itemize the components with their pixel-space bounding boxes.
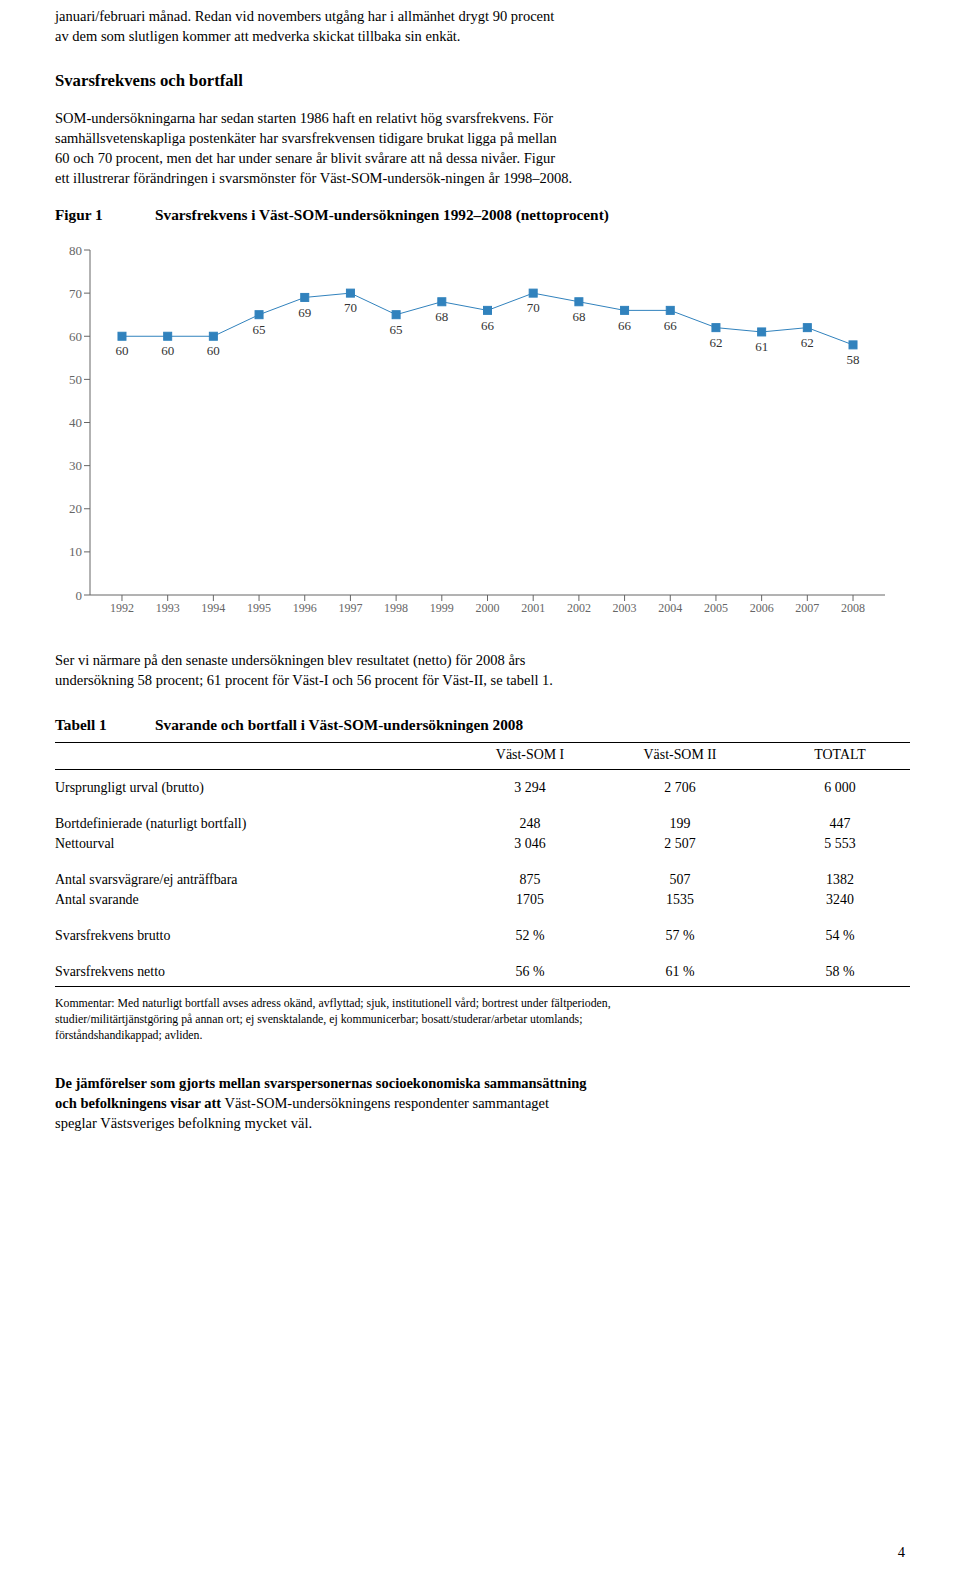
html-text:Svarande och bortfall i Väst-S: Svarande och bortfall i Väst-SOM-undersö… (155, 716, 524, 733)
html-text:875: 875 (519, 872, 541, 887)
html-text:Väst-SOM II: Väst-SOM II (643, 747, 717, 762)
svg-text:1995: 1995 (247, 601, 271, 615)
html-text:speglar Västsveriges befolknin: speglar Västsveriges befolkning mycket v… (55, 1115, 312, 1131)
html-text:SOM-undersökningarna har sedan: SOM-undersökningarna har sedan starten 1… (55, 110, 554, 126)
html-text:samhällsvetenskapliga postenkä: samhällsvetenskapliga postenkäter har sv… (55, 130, 557, 146)
svg-text:58: 58 (847, 352, 860, 367)
svg-text:1996: 1996 (293, 601, 317, 615)
html-text:ett illustrerar förändringen i: ett illustrerar förändringen i svarsmöns… (55, 170, 573, 186)
svg-text:66: 66 (481, 318, 495, 333)
svg-text:69: 69 (298, 305, 311, 320)
svg-text:2008: 2008 (841, 601, 865, 615)
html-text:2 507: 2 507 (664, 836, 696, 851)
html-text:447: 447 (829, 816, 851, 831)
svg-text:70: 70 (69, 286, 82, 301)
html-text:De jämförelser som gjorts mell: De jämförelser som gjorts mellan svarspe… (55, 1075, 587, 1091)
svg-text:65: 65 (253, 322, 266, 337)
svg-text:61: 61 (755, 339, 768, 354)
svg-text:80: 80 (69, 243, 82, 258)
html-text:1535: 1535 (666, 892, 694, 907)
svg-text:1998: 1998 (384, 601, 408, 615)
svg-text:70: 70 (527, 300, 540, 315)
svg-text:65: 65 (390, 322, 403, 337)
html-text:Kommentar: Med naturligt bortf: Kommentar: Med naturligt bortfall avses … (55, 996, 611, 1010)
svg-text:2004: 2004 (658, 601, 682, 615)
svg-text:40: 40 (69, 415, 82, 430)
svg-text:1994: 1994 (201, 601, 225, 615)
svg-text:1999: 1999 (430, 601, 454, 615)
html-text:undersökning 58 procent; 61 pr: undersökning 58 procent; 61 procent för … (55, 672, 553, 688)
html-text:56 %: 56 % (515, 964, 545, 979)
svg-text:50: 50 (69, 372, 82, 387)
html-text:Ursprungligt urval (brutto): Ursprungligt urval (brutto) (55, 780, 204, 795)
svg-text:2003: 2003 (613, 601, 637, 615)
svg-text:68: 68 (435, 309, 448, 324)
svg-text:10: 10 (69, 544, 82, 559)
html-text:60 och 70 procent, men det har: 60 och 70 procent, men det har under sen… (55, 150, 556, 166)
svg-text:62: 62 (709, 335, 722, 350)
html-text:58 %: 58 % (825, 964, 855, 979)
html-text:av dem som slutligen kommer at: av dem som slutligen kommer att medverka… (55, 28, 461, 44)
html-text:1382: 1382 (826, 872, 854, 887)
svg-text:60: 60 (115, 343, 128, 358)
html-text:Väst-SOM I: Väst-SOM I (495, 747, 565, 762)
html-text:studier/militärtjänstgöring på: studier/militärtjänstgöring på annan ort… (55, 1012, 583, 1026)
html-text:3 046: 3 046 (514, 836, 546, 851)
html-text:3240: 3240 (826, 892, 854, 907)
html-text:Ser vi närmare på den senaste: Ser vi närmare på den senaste undersökni… (55, 652, 526, 668)
svg-text:2002: 2002 (567, 601, 591, 615)
svg-text:2001: 2001 (521, 601, 545, 615)
svg-text:30: 30 (69, 458, 82, 473)
html-text:54 %: 54 % (825, 928, 855, 943)
svg-text:1993: 1993 (156, 601, 180, 615)
html-text:förståndshandikappad; avliden.: förståndshandikappad; avliden. (55, 1028, 203, 1042)
svg-text:62: 62 (801, 335, 814, 350)
html-text:Svarsfrekvens i Väst-SOM-under: Svarsfrekvens i Väst-SOM-undersökningen … (155, 206, 609, 223)
html-text:Nettourval: Nettourval (55, 836, 115, 851)
html-text:1705: 1705 (516, 892, 544, 907)
svg-text:0: 0 (76, 588, 83, 603)
svg-text:20: 20 (69, 501, 82, 516)
html-text:6 000: 6 000 (824, 780, 856, 795)
html-text:3 294: 3 294 (514, 780, 546, 795)
svg-text:68: 68 (572, 309, 585, 324)
html-text:199: 199 (669, 816, 691, 831)
html-text:TOTALT: TOTALT (814, 747, 866, 762)
html-text:Bortdefinierade (naturligt bor: Bortdefinierade (naturligt bortfall) (55, 816, 247, 831)
html-text:januari/februari månad. Redan: januari/februari månad. Redan vid novemb… (55, 8, 555, 24)
html-text:2 706: 2 706 (664, 780, 696, 795)
html-text:Tabell 1: Tabell 1 (55, 716, 107, 733)
html-text:Antal svarande: Antal svarande (55, 892, 139, 907)
html-text:52 %: 52 % (515, 928, 545, 943)
svg-text:2005: 2005 (704, 601, 728, 615)
html-text:och befolkningens visar att Vä: och befolkningens visar att Väst-SOM-und… (55, 1095, 549, 1111)
html-text:5 553: 5 553 (824, 836, 856, 851)
svg-text:60: 60 (207, 343, 220, 358)
svg-text:2007: 2007 (795, 601, 819, 615)
svg-text:2006: 2006 (750, 601, 774, 615)
html-text:Antal svarsvägrare/ej anträffb: Antal svarsvägrare/ej anträffbara (55, 872, 238, 887)
svg-text:1997: 1997 (338, 601, 362, 615)
html-text:57 %: 57 % (665, 928, 695, 943)
svg-text:66: 66 (618, 318, 632, 333)
html-text:Svarsfrekvens och bortfall: Svarsfrekvens och bortfall (55, 71, 243, 90)
svg-text:60: 60 (69, 329, 82, 344)
html-text:Figur 1: Figur 1 (55, 206, 103, 223)
html-text:61 %: 61 % (665, 964, 695, 979)
svg-text:70: 70 (344, 300, 357, 315)
svg-text:66: 66 (664, 318, 678, 333)
html-text:507: 507 (669, 872, 691, 887)
html-text:248: 248 (519, 816, 541, 831)
html-text:4: 4 (897, 1544, 905, 1560)
svg-text:2000: 2000 (476, 601, 500, 615)
html-text:Svarsfrekvens netto: Svarsfrekvens netto (55, 964, 165, 979)
html-text:Svarsfrekvens brutto: Svarsfrekvens brutto (55, 928, 171, 943)
svg-text:1992: 1992 (110, 601, 134, 615)
svg-text:60: 60 (161, 343, 174, 358)
